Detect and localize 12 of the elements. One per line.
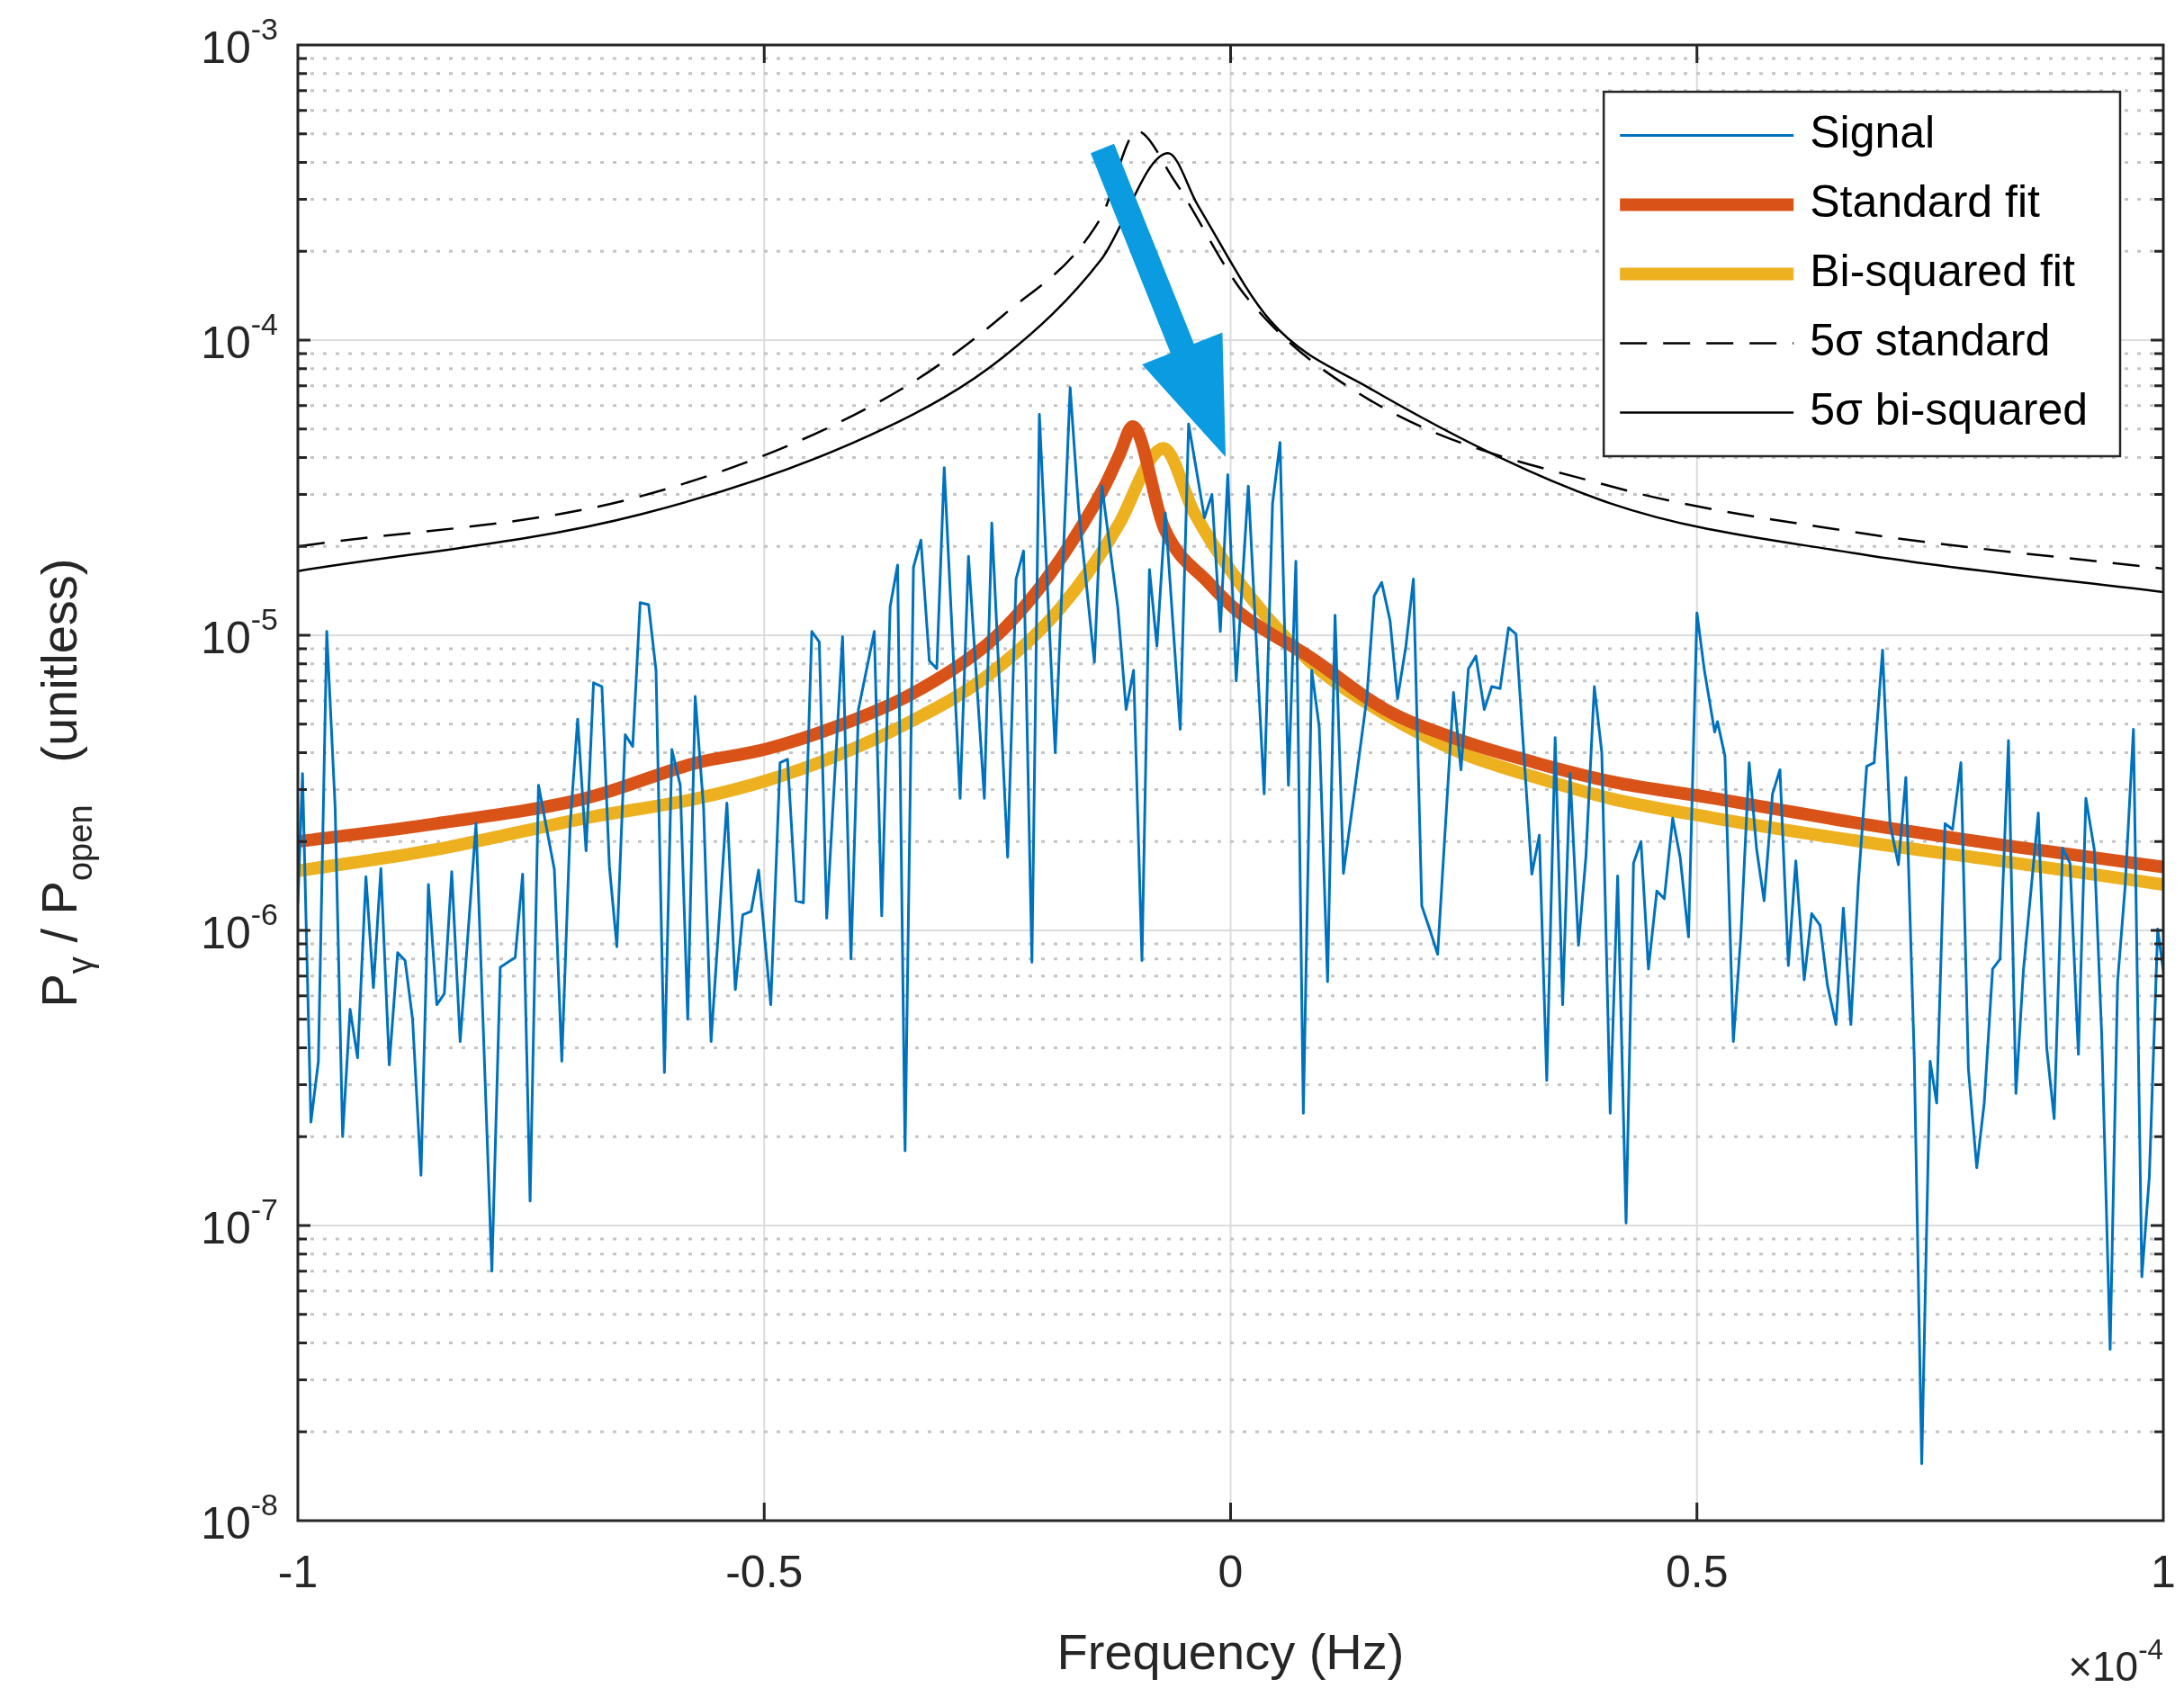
legend-label: 5σ bi-squared [1810,384,2089,435]
legend-label: 5σ standard [1810,315,2051,366]
x-tick-label: -1 [277,1546,319,1597]
x-tick-label: 0.5 [1666,1546,1729,1597]
x-axis-title: Frequency (Hz) [1056,1623,1405,1681]
x-tick-label: 1 [2151,1546,2176,1597]
legend-label: Bi-squared fit [1810,246,2075,297]
text: Pγ / Popen (unitless) [31,558,99,1008]
legend-label: Standard fit [1810,176,2041,228]
x-tick-label: 0 [1218,1546,1244,1597]
x-tick-label: -0.5 [725,1546,804,1597]
legend-label: Signal [1810,107,1936,158]
